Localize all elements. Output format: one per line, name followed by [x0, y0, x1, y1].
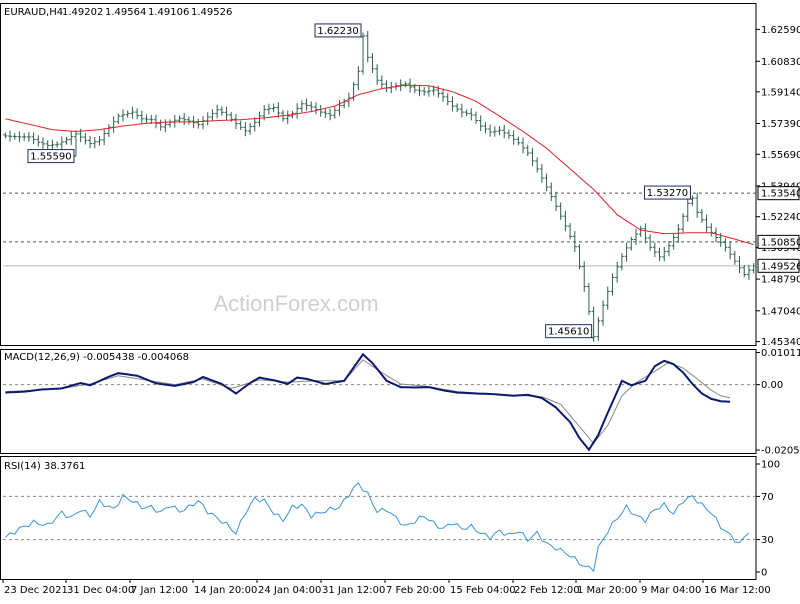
price-tick-label-9: 1.47040: [761, 306, 800, 317]
level-tag-label-1: 1.50850: [761, 237, 800, 248]
x-tick-label-2: 7 Jan 12:00: [131, 585, 188, 596]
header-open: 1.49202: [62, 7, 103, 18]
rsi-title: RSI(14) 38.3761: [4, 461, 85, 472]
x-tick-label-4: 24 Jan 04:00: [258, 585, 321, 596]
price-tick-label-3: 1.57390: [761, 119, 800, 130]
price-tick-label-8: 1.48790: [761, 275, 800, 286]
price-tick-label-1: 1.60830: [761, 57, 800, 68]
chart-symbol: EURAUD,H4: [4, 7, 63, 18]
x-tick-label-7: 15 Feb 04:00: [450, 585, 516, 596]
price-annotation-label-1: 1.55590: [30, 152, 71, 163]
x-tick-label-3: 14 Jan 20:00: [194, 585, 257, 596]
x-tick-label-10: 9 Mar 04:00: [641, 585, 701, 596]
macd-tick-label-2: -0.020561: [761, 446, 800, 457]
rsi-tick-label-0: 100: [761, 460, 780, 471]
rsi-tick-label-2: 30: [761, 535, 774, 546]
price-annotation-label-2: 1.53270: [647, 188, 688, 199]
x-tick-label-9: 1 Mar 20:00: [577, 585, 637, 596]
price-annotation-label-0: 1.62230: [317, 26, 358, 37]
level-tag-label-0: 1.53540: [761, 189, 800, 200]
x-tick-label-11: 16 Mar 12:00: [704, 585, 771, 596]
rsi-tick-label-1: 70: [761, 492, 774, 503]
price-tick-label-4: 1.55690: [761, 150, 800, 161]
macd-panel-frame: [1, 350, 757, 454]
rsi-panel-frame: [1, 457, 757, 580]
price-tick-label-0: 1.62590: [761, 25, 800, 36]
watermark: ActionForex.com: [213, 291, 378, 316]
x-tick-label-6: 7 Feb 20:00: [386, 585, 445, 596]
x-tick-label-5: 31 Jan 12:00: [322, 585, 385, 596]
x-tick-label-1: 31 Dec 04:00: [67, 585, 134, 596]
header-low: 1.49106: [148, 7, 189, 18]
macd-tick-label-1: 0.00: [761, 380, 783, 391]
level-tag-label-2: 1.49526: [761, 261, 800, 272]
price-tick-label-2: 1.59140: [761, 87, 800, 98]
x-tick-label-8: 22 Feb 12:00: [514, 585, 580, 596]
price-tick-label-6: 1.52240: [761, 212, 800, 223]
header-close: 1.49526: [191, 7, 232, 18]
x-tick-label-0: 23 Dec 2021: [4, 585, 68, 596]
macd-title: MACD(12,26,9) -0.005438 -0.004068: [4, 352, 189, 363]
price-annotation-label-3: 1.45610: [548, 327, 589, 338]
header-high: 1.49564: [105, 7, 146, 18]
rsi-tick-label-3: 0: [761, 568, 767, 579]
price-tick-label-10: 1.45340: [761, 337, 800, 348]
macd-tick-label-0: 0.010113: [761, 348, 800, 359]
rsi-panel: RSI(14) 38.3761 100 70 30 0: [1, 457, 781, 580]
macd-panel: MACD(12,26,9) -0.005438 -0.004068 0.01011…: [1, 348, 800, 457]
